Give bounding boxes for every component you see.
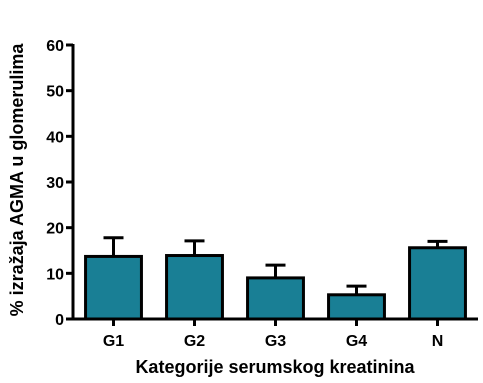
bar [408, 246, 467, 321]
bar [84, 254, 143, 321]
x-axis-tick-labels: G1 G2 G3 G4 N [103, 319, 443, 350]
x-tick-label: G3 [265, 333, 286, 350]
x-tick-label: G1 [103, 333, 124, 350]
bar [165, 254, 224, 321]
x-tick-label: G2 [184, 333, 205, 350]
bar-series [84, 236, 467, 321]
y-tick-label: 10 [46, 266, 64, 283]
y-tick-label: 40 [46, 129, 64, 146]
y-tick-label: 20 [46, 221, 64, 238]
bar [327, 293, 386, 321]
x-axis-title: Kategorije serumskog kreatinina [135, 357, 415, 377]
x-tick-label: N [432, 333, 444, 350]
y-tick-label: 60 [46, 38, 64, 55]
y-axis-title: % izražaja AGMA u glomerulima [7, 43, 27, 317]
x-tick-label: G4 [346, 333, 367, 350]
y-tick-label: 0 [55, 312, 64, 329]
y-tick-label: 30 [46, 175, 64, 192]
bar [246, 276, 305, 321]
y-axis-ticks: 0 10 20 30 40 50 60 [46, 38, 73, 329]
y-tick-label: 50 [46, 84, 64, 101]
